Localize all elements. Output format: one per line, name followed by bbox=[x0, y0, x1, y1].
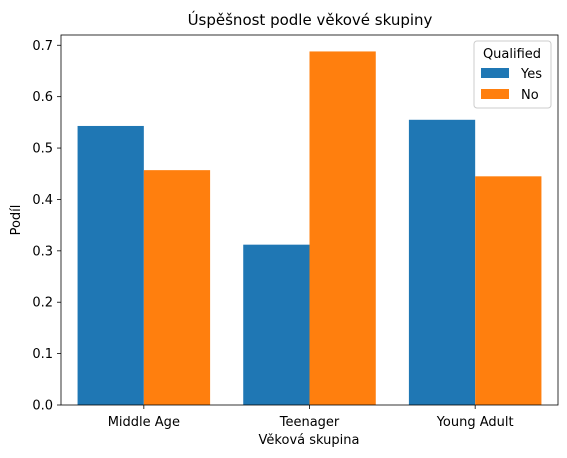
bar-no-young-adult bbox=[475, 176, 542, 405]
y-tick-label: 0.0 bbox=[32, 399, 53, 414]
y-tick-label: 0.1 bbox=[32, 347, 53, 362]
bar-yes-middle-age bbox=[77, 125, 144, 405]
legend-label-no: No bbox=[521, 88, 539, 103]
legend-title: Qualified bbox=[483, 47, 541, 62]
y-tick-label: 0.6 bbox=[32, 90, 53, 105]
x-axis: Middle Age Teenager Young Adult bbox=[108, 405, 514, 430]
y-axis-title: Podíl bbox=[9, 205, 24, 236]
x-tick-label: Middle Age bbox=[108, 415, 180, 430]
x-tick-label: Teenager bbox=[279, 415, 340, 430]
x-axis-title: Věková skupina bbox=[259, 433, 360, 448]
x-tick-label: Young Adult bbox=[436, 415, 514, 430]
bar-yes-young-adult bbox=[408, 119, 476, 406]
y-tick-label: 0.4 bbox=[32, 193, 53, 208]
bar-no-teenager bbox=[309, 51, 376, 405]
plot-frame bbox=[60, 34, 559, 406]
legend-label-yes: Yes bbox=[520, 67, 542, 82]
legend: Qualified Yes No bbox=[473, 40, 552, 109]
legend-swatch-yes bbox=[481, 68, 509, 78]
y-tick-label: 0.5 bbox=[32, 142, 53, 157]
chart-title: Úspěšnost podle věkové skupiny bbox=[188, 10, 433, 29]
y-axis: 0.0 0.1 0.2 0.3 0.4 0.5 0.6 0.7 bbox=[32, 39, 61, 414]
legend-swatch-no bbox=[481, 89, 509, 99]
bars-group bbox=[77, 51, 542, 406]
bar-no-middle-age bbox=[143, 170, 211, 405]
bar-yes-teenager bbox=[243, 244, 310, 405]
y-tick-label: 0.7 bbox=[32, 39, 53, 54]
y-tick-label: 0.3 bbox=[32, 244, 53, 259]
y-tick-label: 0.2 bbox=[32, 296, 53, 311]
